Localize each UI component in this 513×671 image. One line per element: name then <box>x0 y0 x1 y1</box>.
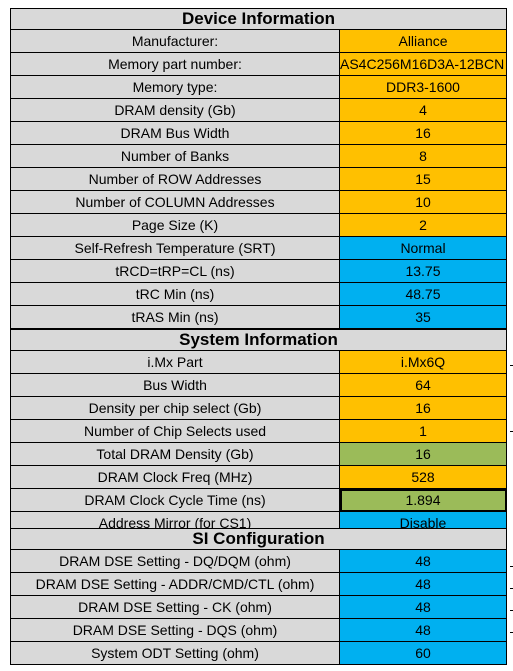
value-cell[interactable]: Alliance <box>340 30 507 53</box>
table-row: Number of ROW Addresses 15 <box>10 168 507 191</box>
label-cell[interactable]: DRAM DSE Setting - ADDR/CMD/CTL (ohm) <box>10 573 340 596</box>
table-row: Total DRAM Density (Gb) 16 <box>10 443 507 466</box>
section-header-si-configuration[interactable]: SI Configuration <box>10 528 507 550</box>
label-cell[interactable]: System ODT Setting (ohm) <box>10 642 340 665</box>
value-cell[interactable]: 16 <box>340 397 507 420</box>
label-cell[interactable]: tRCD=tRP=CL (ns) <box>10 260 340 283</box>
label-cell[interactable]: DRAM Clock Freq (MHz) <box>10 466 340 489</box>
table-row: DRAM Clock Freq (MHz) 528 <box>10 466 507 489</box>
value-cell[interactable]: 48 <box>340 550 507 573</box>
label-cell[interactable]: DRAM DSE Setting - DQS (ohm) <box>10 619 340 642</box>
table-row: DRAM DSE Setting - CK (ohm) 48 <box>10 596 507 619</box>
value-cell[interactable]: Normal <box>340 237 507 260</box>
value-cell[interactable]: 4 <box>340 99 507 122</box>
label-cell[interactable]: DRAM Bus Width <box>10 122 340 145</box>
value-cell[interactable]: 48 <box>340 573 507 596</box>
label-cell[interactable]: Number of COLUMN Addresses <box>10 191 340 214</box>
table-row: DRAM DSE Setting - ADDR/CMD/CTL (ohm) 48 <box>10 573 507 596</box>
label-cell[interactable]: Self-Refresh Temperature (SRT) <box>10 237 340 260</box>
overflow-mark <box>510 610 513 611</box>
table-row: Number of Banks 8 <box>10 145 507 168</box>
label-cell[interactable]: tRC Min (ns) <box>10 283 340 306</box>
table-row: DRAM Bus Width 16 <box>10 122 507 145</box>
label-cell[interactable]: Total DRAM Density (Gb) <box>10 443 340 466</box>
value-cell[interactable]: DDR3-1600 <box>340 76 507 99</box>
value-cell[interactable]: 13.75 <box>340 260 507 283</box>
overflow-mark <box>510 365 513 366</box>
value-cell[interactable]: 528 <box>340 466 507 489</box>
value-cell[interactable]: i.Mx6Q <box>340 351 507 374</box>
value-cell[interactable]: 48.75 <box>340 283 507 306</box>
section-header-system-information[interactable]: System Information <box>10 329 507 351</box>
label-cell[interactable]: Number of ROW Addresses <box>10 168 340 191</box>
label-cell[interactable]: Memory type: <box>10 76 340 99</box>
value-cell[interactable]: 16 <box>340 443 507 466</box>
label-cell[interactable]: DRAM DSE Setting - DQ/DQM (ohm) <box>10 550 340 573</box>
value-cell[interactable]: AS4C256M16D3A-12BCN <box>340 53 507 76</box>
overflow-mark <box>510 431 513 432</box>
label-cell[interactable]: DRAM Clock Cycle Time (ns) <box>10 489 340 512</box>
label-cell[interactable]: Page Size (K) <box>10 214 340 237</box>
table-row: Number of COLUMN Addresses 10 <box>10 191 507 214</box>
section-header-device-information[interactable]: Device Information <box>10 8 507 30</box>
label-cell[interactable]: Bus Width <box>10 374 340 397</box>
table-row: Memory type: DDR3-1600 <box>10 76 507 99</box>
table-row: i.Mx Part i.Mx6Q <box>10 351 507 374</box>
table-row: DRAM density (Gb) 4 <box>10 99 507 122</box>
table-row: Density per chip select (Gb) 16 <box>10 397 507 420</box>
label-cell[interactable]: Manufacturer: <box>10 30 340 53</box>
table-row: tRCD=tRP=CL (ns) 13.75 <box>10 260 507 283</box>
table-row: Manufacturer: Alliance <box>10 30 507 53</box>
label-cell[interactable]: Density per chip select (Gb) <box>10 397 340 420</box>
value-cell[interactable]: 15 <box>340 168 507 191</box>
value-cell[interactable]: 10 <box>340 191 507 214</box>
overflow-mark <box>510 588 513 589</box>
table-row: DRAM DSE Setting - DQ/DQM (ohm) 48 <box>10 550 507 573</box>
value-cell[interactable]: 8 <box>340 145 507 168</box>
table-row: Memory part number: AS4C256M16D3A-12BCN <box>10 53 507 76</box>
table-row: System ODT Setting (ohm) 60 <box>10 642 507 665</box>
value-cell[interactable]: 35 <box>340 306 507 329</box>
label-cell[interactable]: Memory part number: <box>10 53 340 76</box>
value-cell[interactable]: 48 <box>340 596 507 619</box>
label-cell[interactable]: i.Mx Part <box>10 351 340 374</box>
value-cell[interactable]: 2 <box>340 214 507 237</box>
label-cell[interactable]: Number of Chip Selects used <box>10 420 340 443</box>
table-row: Bus Width 64 <box>10 374 507 397</box>
label-cell[interactable]: DRAM DSE Setting - CK (ohm) <box>10 596 340 619</box>
label-cell[interactable]: DRAM density (Gb) <box>10 99 340 122</box>
table-row: Page Size (K) 2 <box>10 214 507 237</box>
table-row: tRC Min (ns) 48.75 <box>10 283 507 306</box>
table-row: DRAM DSE Setting - DQS (ohm) 48 <box>10 619 507 642</box>
value-cell[interactable]: 16 <box>340 122 507 145</box>
table-row: Self-Refresh Temperature (SRT) Normal <box>10 237 507 260</box>
value-cell[interactable]: 1 <box>340 420 507 443</box>
table-row: Number of Chip Selects used 1 <box>10 420 507 443</box>
value-cell[interactable]: 60 <box>340 642 507 665</box>
value-cell[interactable]: 48 <box>340 619 507 642</box>
value-cell[interactable]: 64 <box>340 374 507 397</box>
overflow-mark <box>510 632 513 633</box>
label-cell[interactable]: Number of Banks <box>10 145 340 168</box>
label-cell[interactable]: tRAS Min (ns) <box>10 306 340 329</box>
overflow-mark <box>510 566 513 567</box>
value-cell[interactable]: 1.894 <box>340 489 507 512</box>
table-row: DRAM Clock Cycle Time (ns) 1.894 <box>10 489 507 512</box>
table-row: tRAS Min (ns) 35 <box>10 306 507 329</box>
